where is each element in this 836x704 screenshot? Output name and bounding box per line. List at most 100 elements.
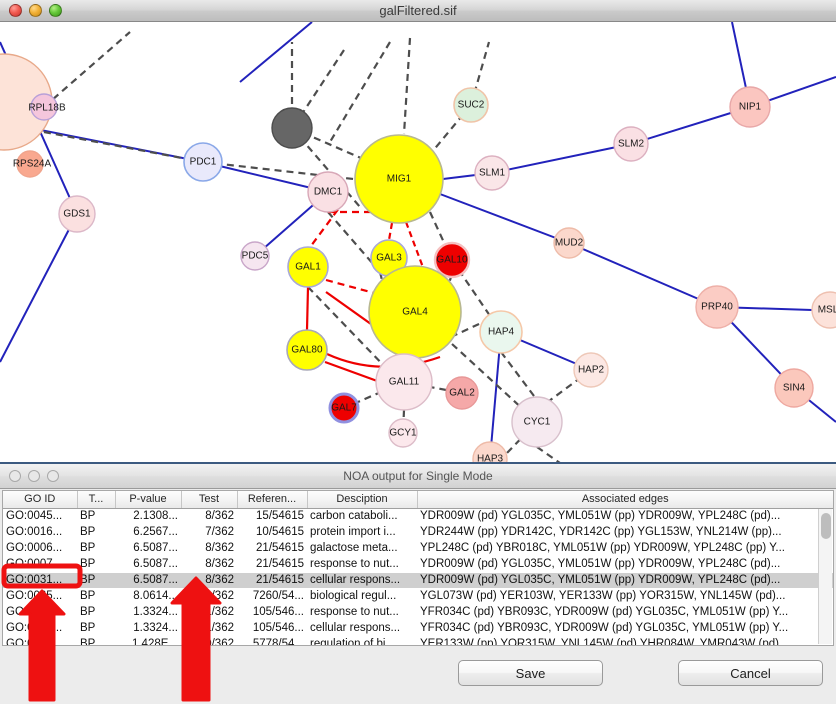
cell-type: BP (80, 510, 96, 522)
node-circle-hap2[interactable] (573, 352, 609, 388)
node-label-slm2: SLM2 (618, 139, 645, 150)
table-body: GO:0045... BP 2.1308... 8/362 15/54615 carbon… (3, 508, 833, 646)
cell-associated-edges: YDR009W (pd) YGL035C, YML051W (pp) YDR00… (420, 510, 781, 522)
node-circle-cyc1[interactable] (511, 396, 563, 448)
network-graph[interactable]: RPL18B RPS24A GDS1 PDC1 PDC5 DMC1 MIG1 S… (0, 22, 836, 462)
column-header-go-id[interactable]: GO ID (3, 491, 78, 509)
cell-reference: 21/54615 (256, 542, 304, 554)
cell-p-value: 2.1308... (133, 510, 178, 522)
edge-blue (202, 161, 329, 193)
edge-red-dashed (387, 222, 394, 241)
table-row[interactable]: GO:0007... BP 6.5087... 8/362 21/54615 respon… (3, 556, 833, 572)
column-header-associated-edges[interactable]: Associated edges (417, 491, 833, 509)
node-circle-rpl18b[interactable] (30, 93, 58, 121)
node-circle-sin4[interactable] (774, 368, 814, 408)
node-circle-hub[interactable] (271, 107, 313, 149)
cancel-button[interactable]: Cancel (678, 660, 823, 686)
node-circle-gds1[interactable] (58, 195, 96, 233)
table-row[interactable]: GO:0016... BP 6.2567... 7/362 10/54615 protei… (3, 524, 833, 540)
table-row[interactable]: GO:0031... BP 1.3324... 11/362 105/546... res… (3, 604, 833, 620)
save-button[interactable]: Save (458, 660, 603, 686)
node-circle-dmc1[interactable] (307, 171, 349, 213)
node-circle-msl5[interactable] (811, 291, 836, 329)
column-header-type[interactable]: T... (77, 491, 116, 509)
node-circle-gcy1[interactable] (388, 418, 418, 448)
cell-reference: 5778/54... (252, 638, 304, 646)
cell-go-id: GO:0007... (6, 558, 63, 570)
node-label-gal1: GAL1 (295, 262, 321, 273)
cell-p-value: 6.2567... (133, 526, 178, 538)
edge-blue (491, 143, 632, 174)
node-circle-gal80[interactable] (286, 329, 328, 371)
node-circle-suc2[interactable] (453, 87, 489, 123)
maximize-button[interactable] (47, 470, 59, 482)
cell-p-value: 6.5087... (115, 572, 181, 588)
cell-test: 94/362 (198, 590, 234, 602)
table-row[interactable]: GO:0045... BP 2.1308... 8/362 15/54615 carbon… (3, 508, 833, 524)
table-row[interactable]: GO:0065... BP 8.0614... 94/362 7260/54... bio… (3, 588, 833, 604)
edge-dashed (536, 446, 561, 462)
edge-dashed (401, 409, 406, 434)
column-header-description[interactable]: Desciption (307, 491, 418, 509)
cell-test: 11/362 (199, 622, 234, 634)
node-label-cyc1: CYC1 (524, 417, 551, 428)
node-circle-gal2[interactable] (445, 376, 479, 410)
close-button[interactable] (9, 470, 21, 482)
node-label-rps24a: RPS24A (13, 159, 52, 170)
node-circle-mud2[interactable] (553, 227, 585, 259)
table-vertical-scrollbar[interactable] (818, 509, 832, 644)
node-circle-slm1[interactable] (474, 155, 510, 191)
window-titlebar: galFiltered.sif (0, 0, 836, 22)
cell-reference: 7260/54... (252, 590, 304, 602)
close-button[interactable] (9, 4, 22, 17)
node-circle-gal10[interactable] (433, 241, 471, 279)
table-row[interactable]: GO:0006... BP 6.5087... 8/362 21/54615 galact… (3, 540, 833, 556)
cell-test: 8/362 (205, 558, 234, 570)
cell-go-id: GO:0016... (6, 526, 63, 538)
node-circle-prp40[interactable] (695, 285, 739, 329)
table-row[interactable]: GO:0050... BP 1.428E... 80/362 5778/54... reg… (3, 636, 833, 646)
column-header-test[interactable]: Test (181, 491, 238, 509)
node-label-pdc1: PDC1 (190, 157, 217, 168)
table-row[interactable]: GO:0031... BP 6.5087... 8/362 21/54615 cellul… (3, 572, 833, 588)
node-label-sin4: SIN4 (783, 383, 806, 394)
column-header-reference[interactable]: Referen... (237, 491, 308, 509)
cell-type: BP (80, 590, 96, 602)
node-circle-nip1[interactable] (729, 86, 771, 128)
column-header-p-value[interactable]: P-value (115, 491, 182, 509)
node-circle-gal11[interactable] (375, 353, 433, 411)
noa-results-table[interactable]: GO ID T... P-value Test Referen... Desci… (3, 491, 833, 646)
node-label-mud2: MUD2 (555, 238, 584, 249)
node-label-nip1: NIP1 (739, 102, 762, 113)
edge-dashed (402, 37, 412, 135)
node-circle-rps24a[interactable] (16, 150, 44, 178)
minimize-button[interactable] (28, 470, 40, 482)
minimize-button[interactable] (29, 4, 42, 17)
node-circle-hap4[interactable] (479, 310, 523, 354)
edge-dashed (439, 317, 493, 343)
node-circle-pdc5[interactable] (240, 241, 270, 271)
node-circle-gal1[interactable] (287, 246, 329, 288)
node-circle-pdc1[interactable] (183, 142, 223, 182)
node-label-gcy1: GCY1 (389, 428, 417, 439)
node-group[interactable]: RPL18B RPS24A GDS1 PDC1 PDC5 DMC1 MIG1 S… (0, 53, 836, 462)
node-circle-gal7[interactable] (328, 392, 360, 424)
cell-associated-edges: YDR009W (pd) YGL035C, YML051W (pp) YDR00… (417, 572, 833, 588)
node-circle-hap3[interactable] (472, 441, 508, 462)
edge-blue (0, 213, 78, 363)
noa-results-table-container[interactable]: GO ID T... P-value Test Referen... Desci… (2, 490, 834, 646)
cell-associated-edges: YFR034C (pd) YBR093C, YDR009W (pd) YGL03… (420, 606, 789, 618)
node-circle-mig1[interactable] (354, 134, 444, 224)
table-row[interactable]: GO:0031... BP 1.3324... 11/362 105/546... cel… (3, 620, 833, 636)
edge-group-dashed (43, 31, 592, 462)
dialog-button-row: Save Cancel (0, 660, 836, 692)
node-circle-slm2[interactable] (613, 126, 649, 162)
cell-description: galactose meta... (310, 542, 398, 554)
cell-type: BP (80, 558, 96, 570)
scrollbar-thumb[interactable] (821, 513, 831, 539)
network-canvas[interactable]: RPL18B RPS24A GDS1 PDC1 PDC5 DMC1 MIG1 S… (0, 22, 836, 462)
cell-description: carbon cataboli... (310, 510, 398, 522)
edge-dashed (329, 41, 391, 143)
maximize-button[interactable] (49, 4, 62, 17)
